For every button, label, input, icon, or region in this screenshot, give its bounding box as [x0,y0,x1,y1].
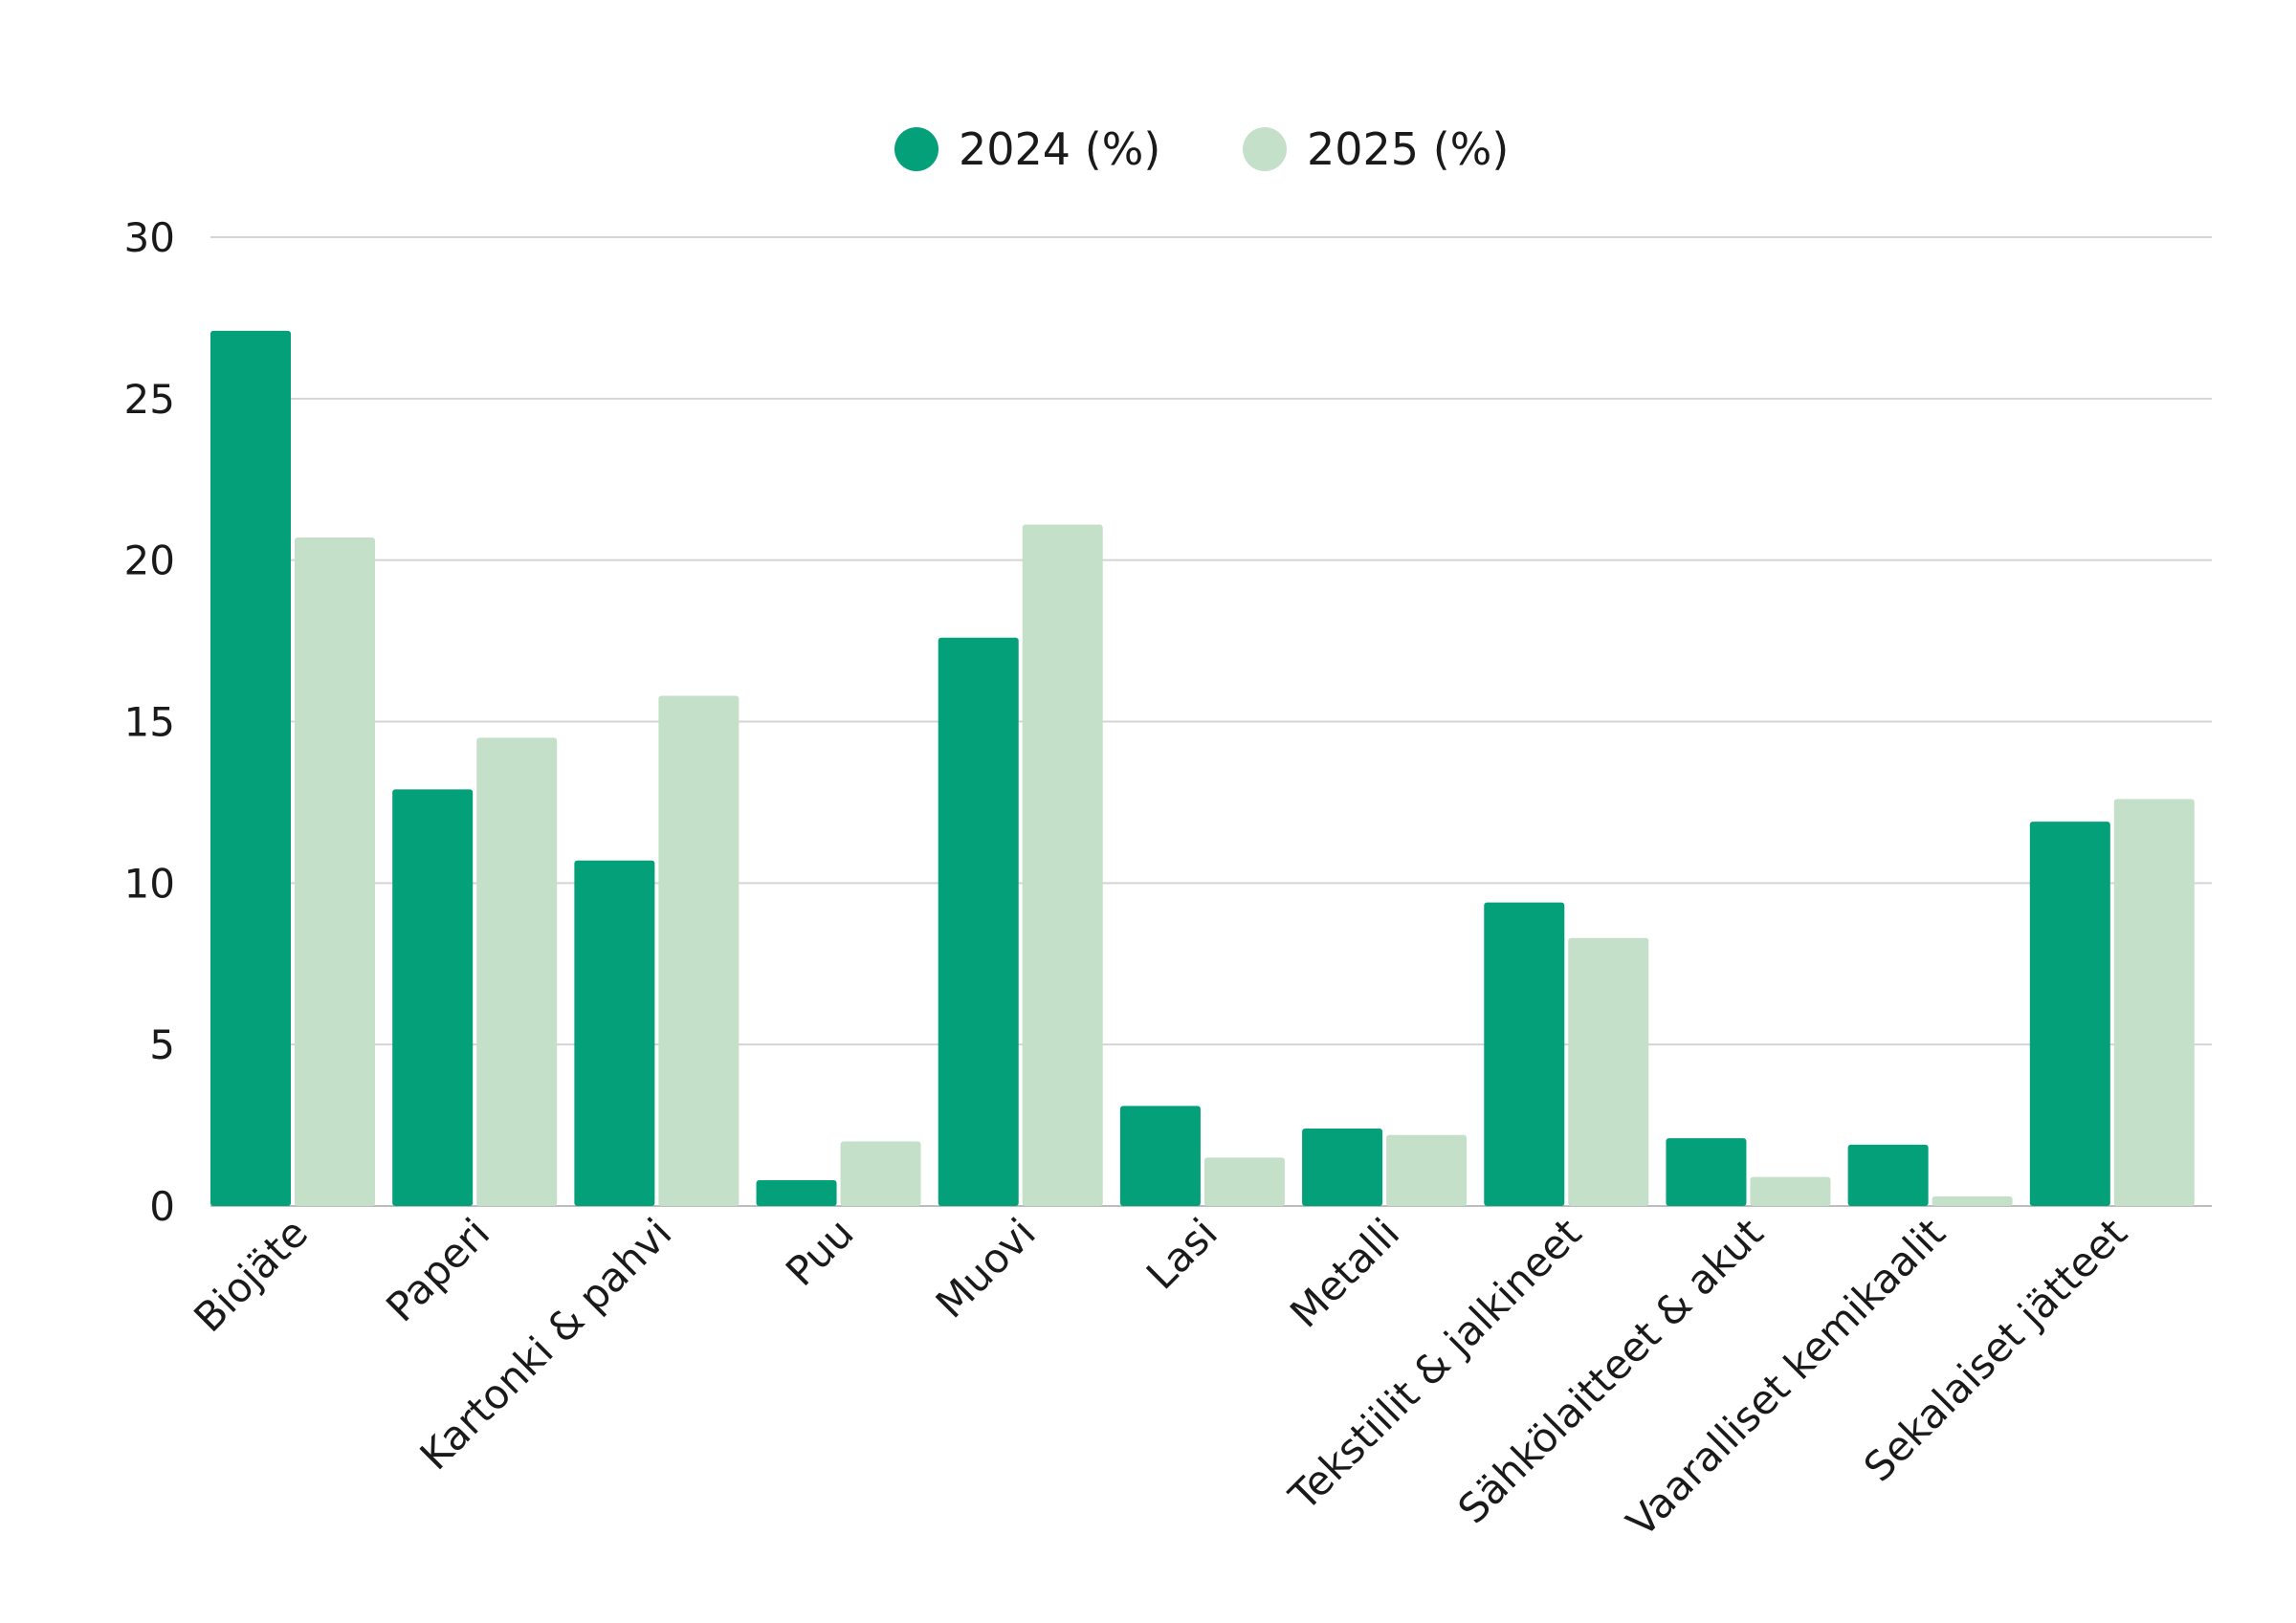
y-axis-ticks: 0 5 10 15 20 25 30 [124,214,175,1230]
bar-2024[interactable] [210,330,291,1206]
bar-2025[interactable] [1568,937,1649,1206]
bar-2024[interactable] [1302,1128,1383,1206]
bar-2025[interactable] [1932,1195,2013,1206]
bar-2025[interactable] [658,695,740,1206]
x-category-label: Biojäte [185,1209,317,1341]
legend-item-2025[interactable]: 2025 (%) [1243,123,1509,175]
legend-swatch-2024 [894,127,938,171]
bar-2025[interactable] [295,537,375,1206]
legend-item-2024[interactable]: 2024 (%) [894,123,1160,175]
bar-2025[interactable] [1022,524,1103,1206]
bar-2025[interactable] [2113,799,2195,1206]
legend-label-2025: 2025 (%) [1307,123,1509,175]
bar-2025[interactable] [476,737,558,1206]
bar-2025[interactable] [1750,1176,1831,1206]
legend-swatch-2025 [1243,127,1287,171]
bar-2024[interactable] [392,789,474,1206]
bars [210,330,2195,1206]
bar-2025[interactable] [1203,1157,1285,1206]
bar-2024[interactable] [938,637,1019,1206]
x-category-label: Puu [777,1209,863,1295]
y-tick-label: 25 [124,376,175,423]
x-category-label: Vaaralliset kemikaalit [1618,1209,1954,1546]
bar-2024[interactable] [2029,822,2110,1206]
bar-2025[interactable] [840,1141,921,1206]
legend-label-2024: 2024 (%) [959,123,1160,175]
bar-2024[interactable] [574,860,655,1206]
x-category-label: Lasi [1137,1209,1226,1298]
y-tick-label: 10 [124,860,175,907]
y-tick-label: 5 [149,1021,175,1068]
x-category-label: Muovi [927,1209,1045,1327]
bar-2024[interactable] [1119,1106,1201,1206]
x-category-label: Tekstiilit & jalkineet [1279,1209,1590,1520]
bar-2024[interactable] [756,1179,837,1206]
legend: 2024 (%) 2025 (%) [894,123,1509,175]
bar-2024[interactable] [1666,1138,1747,1206]
x-category-label: Sähkölaitteet & akut [1449,1209,1773,1532]
bar-2025[interactable] [1386,1134,1468,1206]
bar-2024[interactable] [1847,1144,1929,1206]
x-category-label: Metalli [1281,1209,1408,1336]
bar-2024[interactable] [1484,902,1565,1206]
x-category-label: Paperi [377,1209,498,1330]
y-tick-label: 0 [149,1183,175,1230]
y-tick-label: 30 [124,214,175,261]
y-tick-label: 20 [124,537,175,584]
y-tick-label: 15 [124,699,175,746]
